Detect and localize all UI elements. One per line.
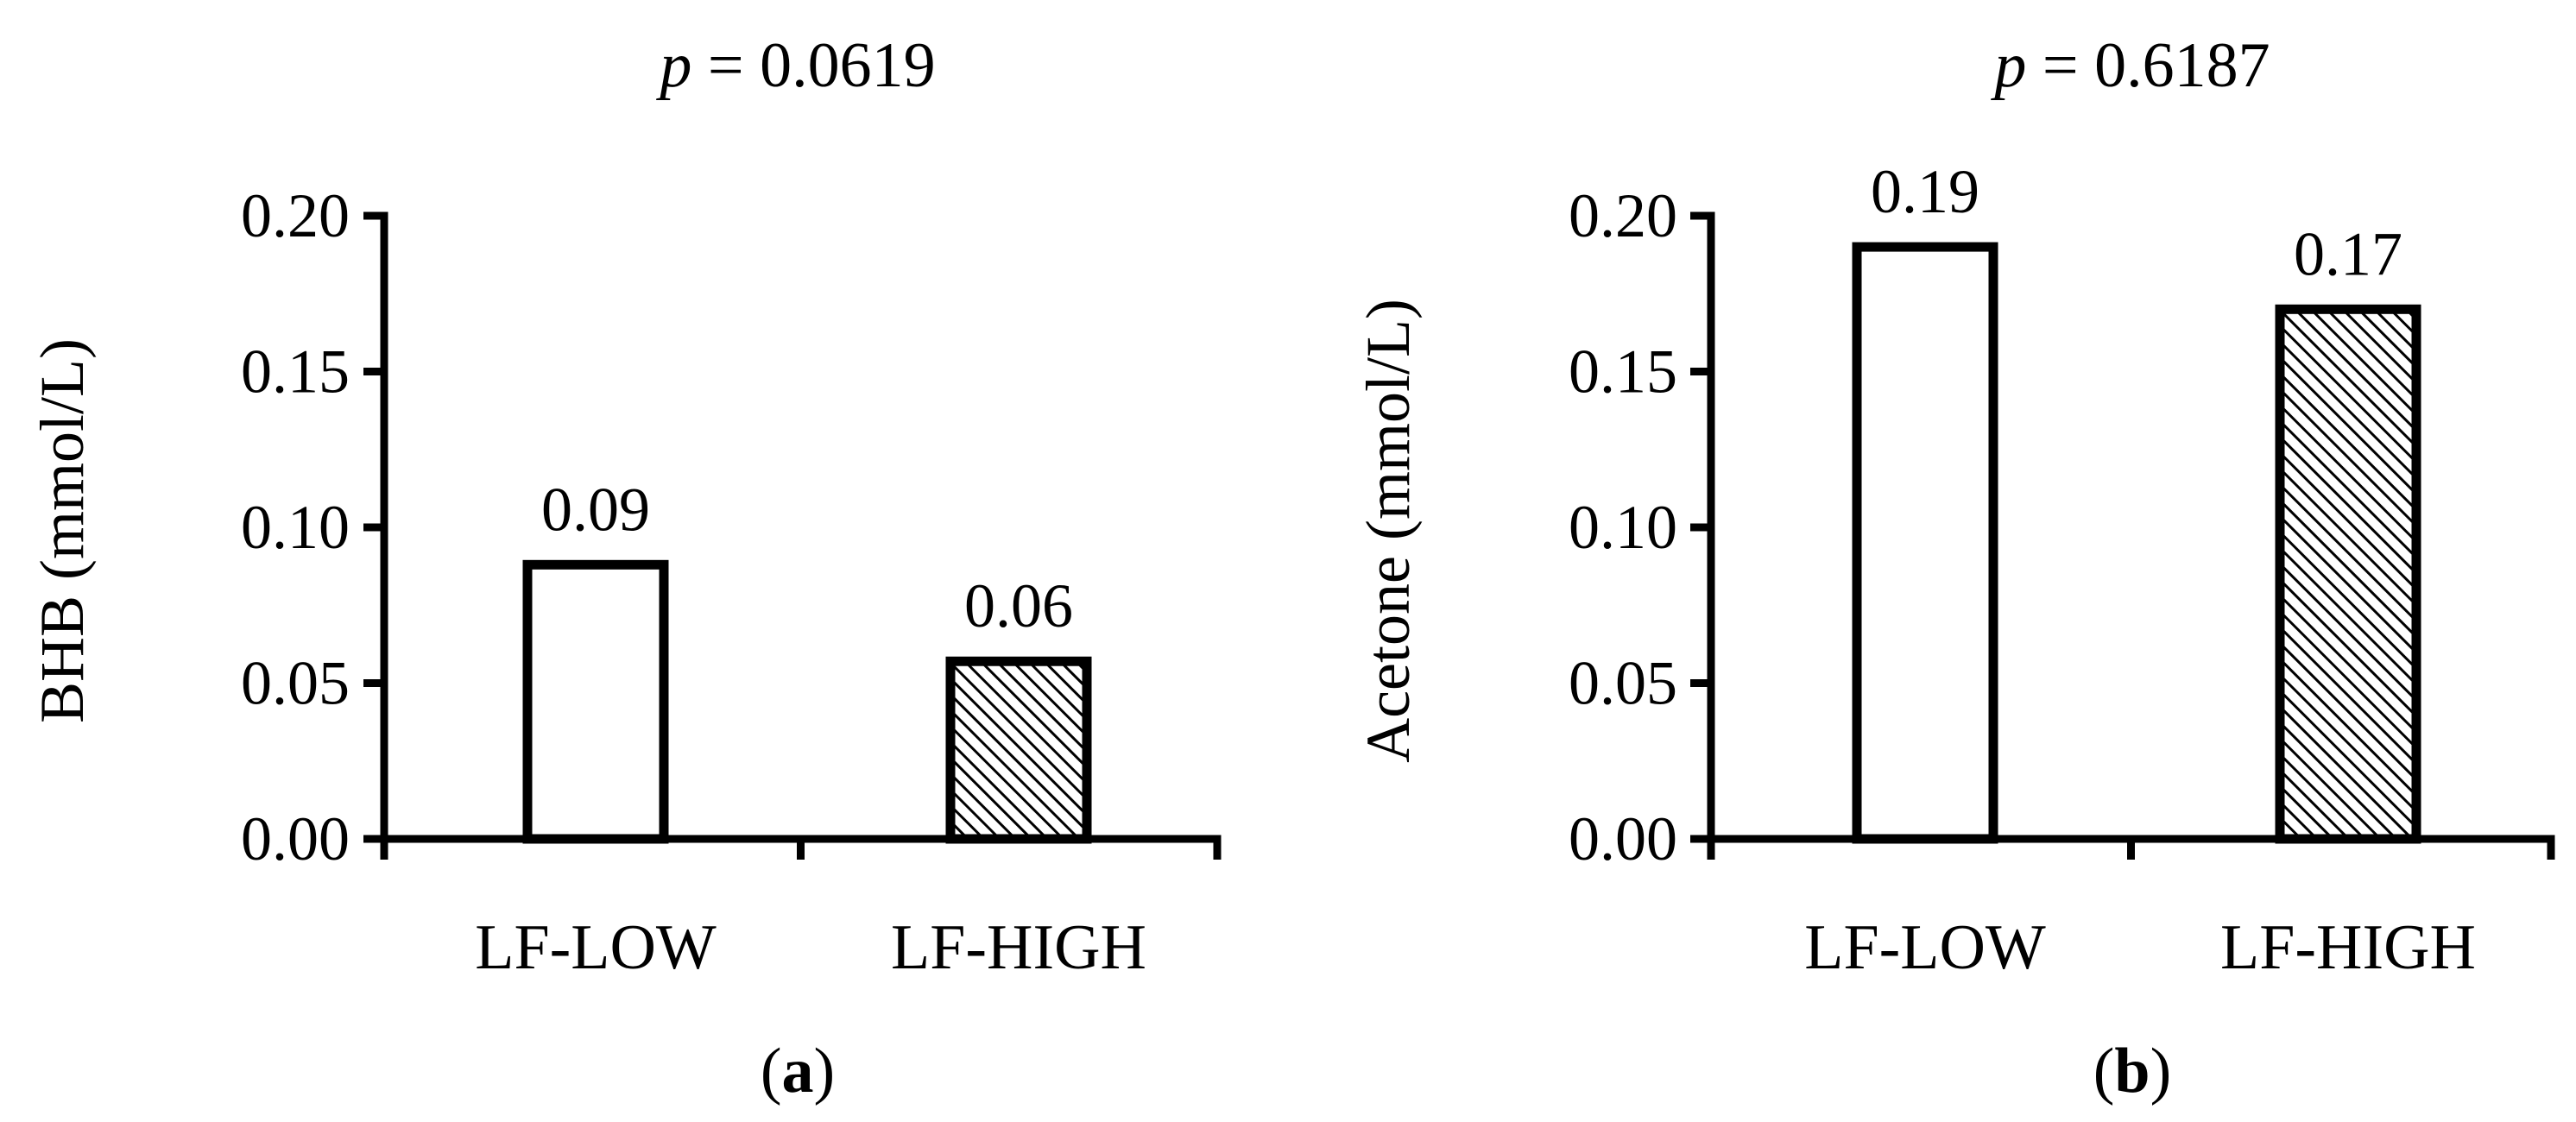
panel-label: (b)	[2093, 1036, 2171, 1106]
data-label: 0.09	[541, 475, 650, 544]
bar-lf-high	[945, 656, 1092, 844]
x-category-label: LF-LOW	[475, 912, 717, 983]
p-symbol: p	[1990, 30, 2026, 101]
panel-letter: a	[782, 1036, 814, 1106]
y-tick-label: 0.00	[1569, 804, 1677, 873]
data-label: 0.19	[1871, 157, 1979, 226]
y-axis-label: BHB (mmol/L)	[28, 338, 97, 723]
y-tick-label: 0.05	[241, 649, 350, 718]
y-tick-label: 0.10	[241, 493, 350, 562]
x-category-label: LF-HIGH	[891, 912, 1146, 983]
p-value-text: = 0.6187	[2026, 30, 2270, 101]
y-tick-label: 0.20	[241, 181, 350, 250]
y-tick-label: 0.15	[241, 337, 350, 407]
p-symbol: p	[655, 30, 691, 101]
y-tick-label: 0.05	[1569, 649, 1677, 718]
p-value-title: p = 0.0619	[655, 30, 935, 101]
p-value-title: p = 0.6187	[1990, 30, 2270, 101]
p-value-text: = 0.0619	[691, 30, 935, 101]
y-axis-label: Acetone (mmol/L)	[1354, 299, 1423, 763]
data-label: 0.06	[964, 571, 1073, 640]
y-tick-label: 0.20	[1569, 181, 1677, 250]
data-label: 0.17	[2294, 219, 2402, 288]
chart-panel-a: p = 0.0619 BHB (mmol/L) (a) 0.00 0.05 0.10…	[28, 30, 1222, 1106]
y-tick-label: 0.10	[1569, 493, 1677, 562]
bar-lf-low	[522, 559, 669, 844]
bar-lf-high	[2275, 304, 2421, 844]
y-tick-label: 0.00	[241, 804, 350, 873]
y-tick-label: 0.15	[1569, 337, 1677, 407]
panel-letter: b	[2114, 1036, 2150, 1106]
bar-lf-low	[1852, 242, 1998, 844]
panel-label: (a)	[761, 1036, 835, 1106]
x-category-label: LF-LOW	[1804, 912, 2046, 983]
x-category-label: LF-HIGH	[2220, 912, 2476, 983]
chart-panel-b: p = 0.6187 Acetone (mmol/L) (b) 0.00 0.05…	[1354, 30, 2555, 1106]
